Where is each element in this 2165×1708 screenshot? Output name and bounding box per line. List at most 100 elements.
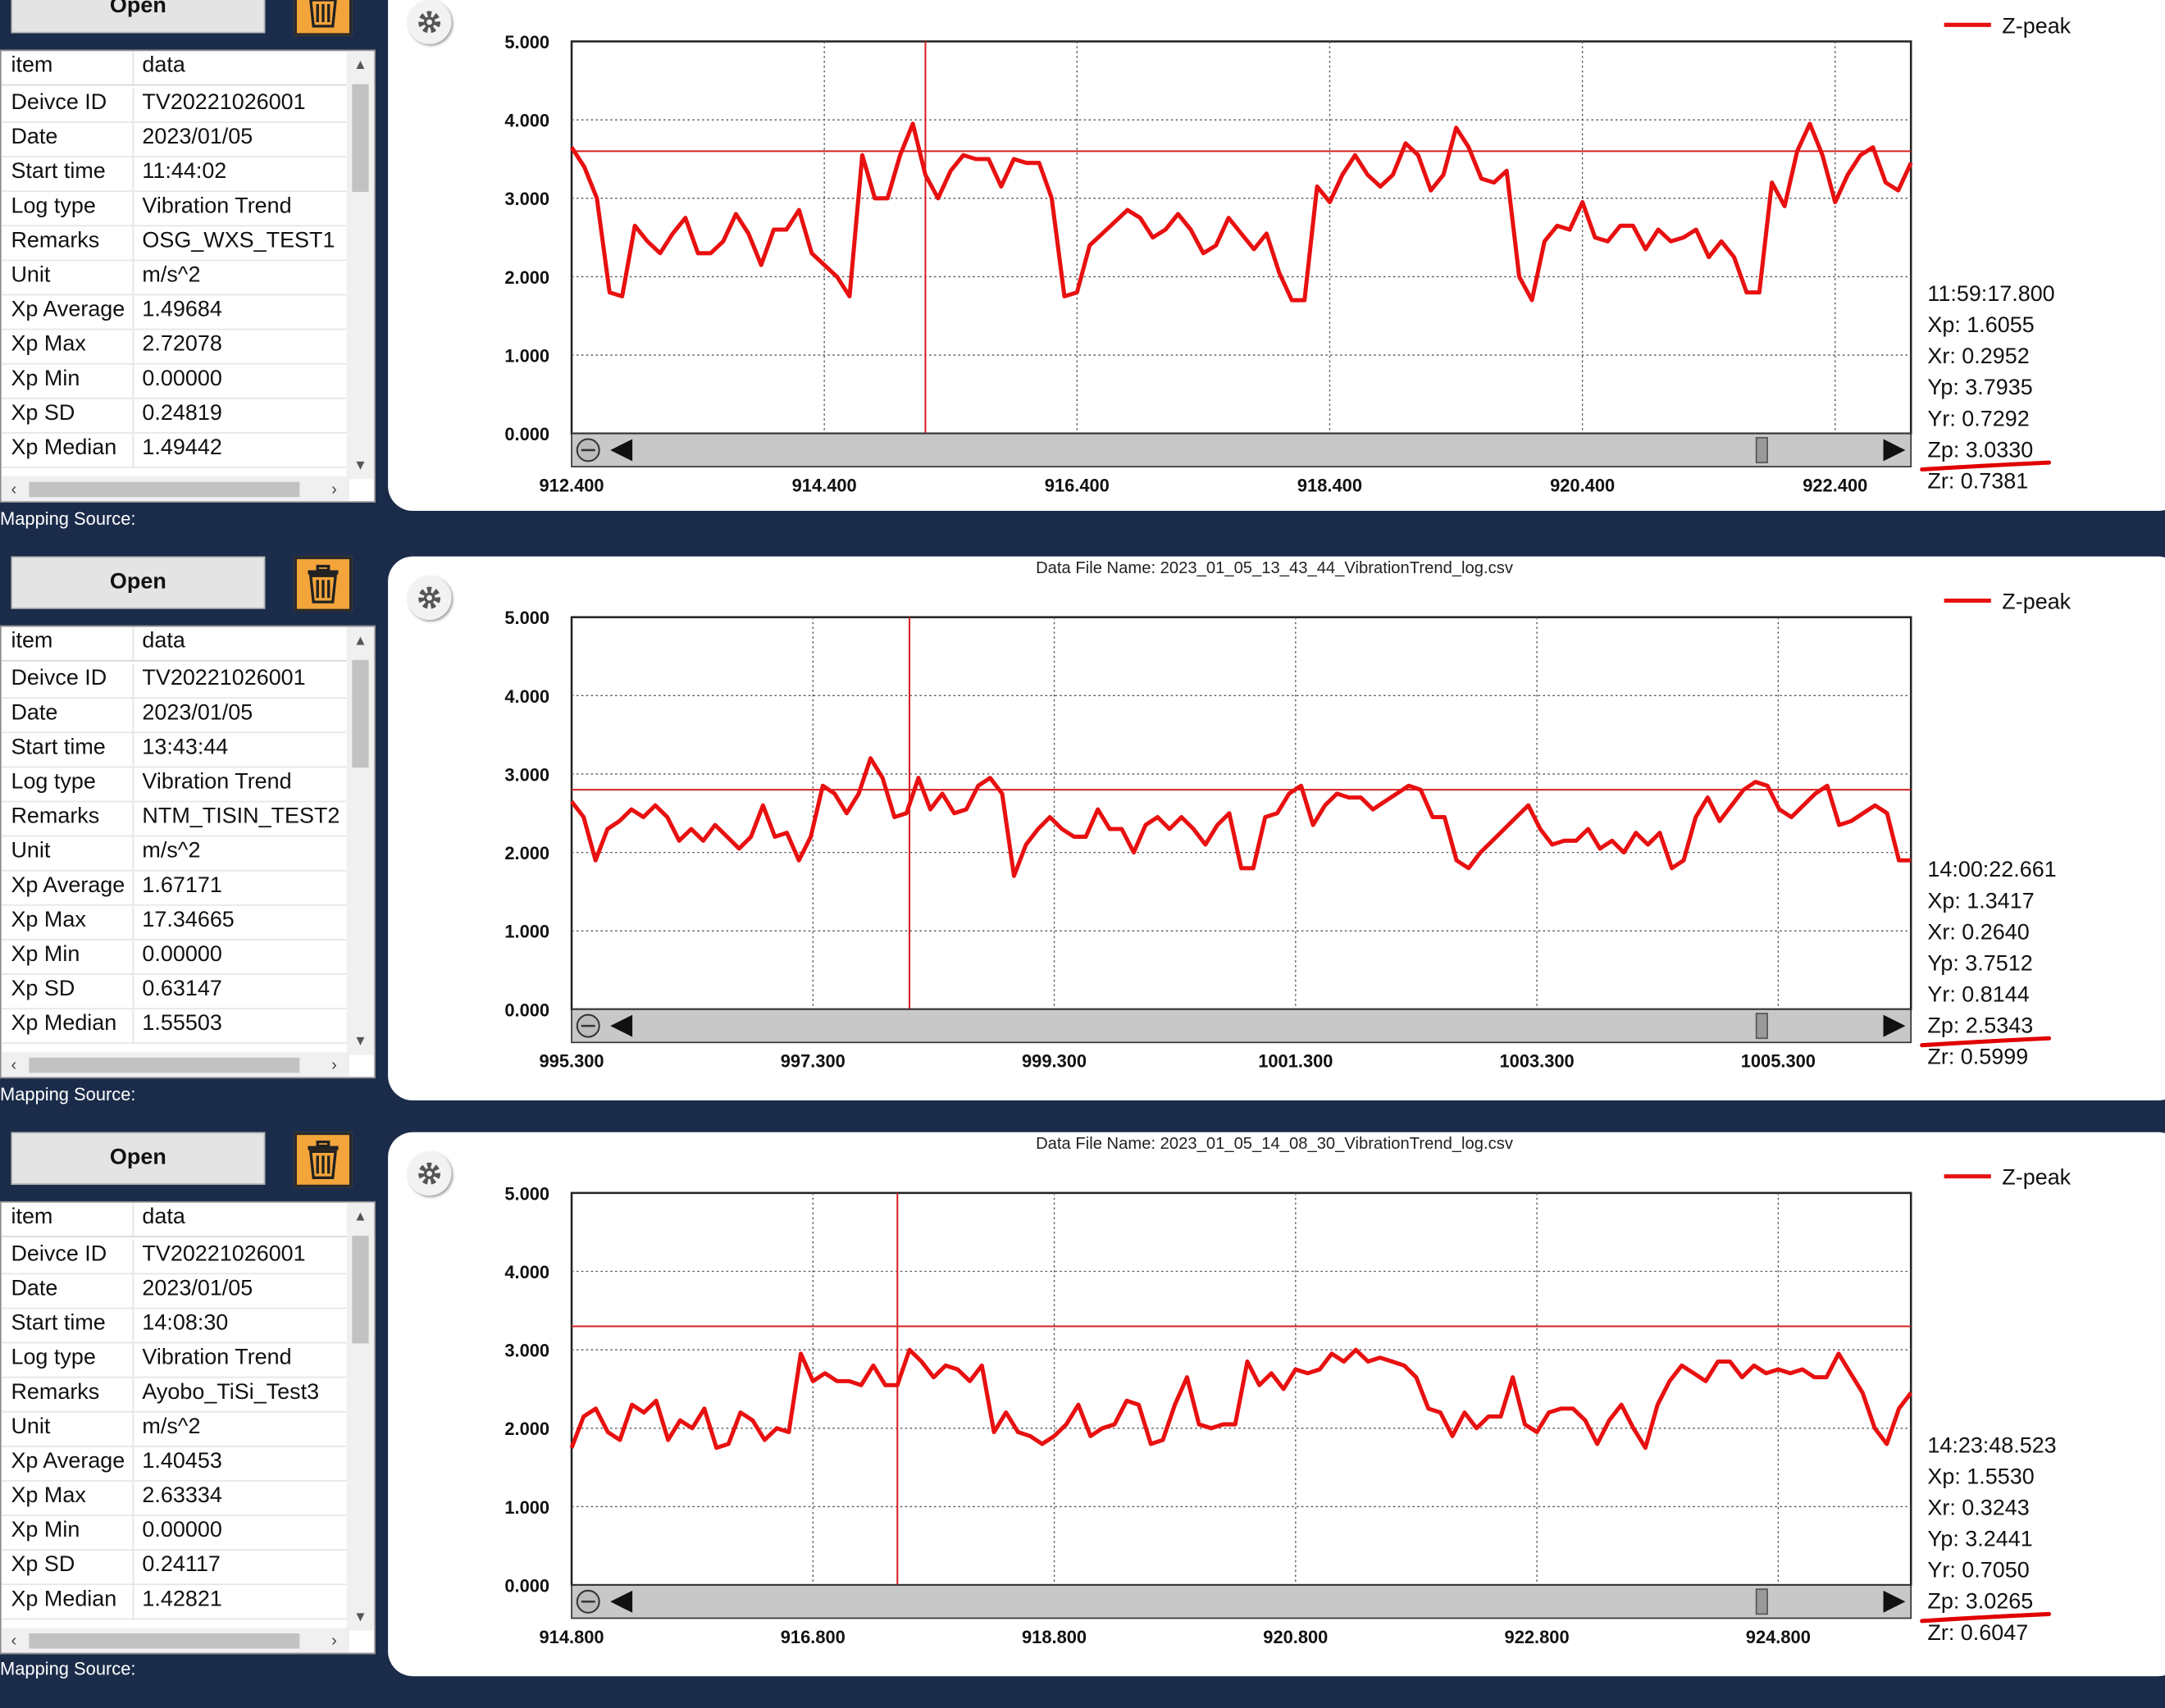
- scroll-right-icon[interactable]: ›: [331, 1630, 337, 1651]
- chart-scrollbar[interactable]: [571, 1009, 1912, 1044]
- table-row[interactable]: Xp Median 1.55503: [1, 1009, 349, 1045]
- delete-button[interactable]: [294, 0, 353, 36]
- scroll-right-icon[interactable]: ›: [331, 479, 337, 499]
- x-tick-label: 995.300: [540, 1051, 604, 1072]
- row-item: Xp Max: [11, 1484, 86, 1508]
- table-row[interactable]: Xp Average 1.67171: [1, 871, 349, 906]
- open-button[interactable]: Open: [11, 1132, 266, 1185]
- x-tick-label: 916.400: [1045, 475, 1110, 495]
- delete-button[interactable]: [294, 1132, 353, 1188]
- scroll-thumb[interactable]: [352, 659, 369, 768]
- row-item: Xp Median: [11, 1587, 117, 1612]
- scroll-left-icon[interactable]: ‹: [11, 479, 17, 499]
- table-row[interactable]: Remarks OSG_WXS_TEST1: [1, 226, 349, 262]
- open-button[interactable]: Open: [11, 0, 266, 34]
- scroll-right-icon[interactable]: [1883, 439, 1906, 462]
- table-row[interactable]: Xp Max 2.72078: [1, 330, 349, 365]
- horizontal-scrollbar[interactable]: ‹ ›: [1, 1052, 349, 1077]
- scroll-down-icon[interactable]: ▼: [353, 1033, 367, 1049]
- x-tick-label: 997.300: [781, 1051, 845, 1072]
- row-value: 13:43:44: [142, 736, 229, 760]
- table-row[interactable]: Xp Average 1.49684: [1, 295, 349, 330]
- row-value: 14:08:30: [142, 1311, 229, 1336]
- table-row[interactable]: Start time 14:08:30: [1, 1309, 349, 1344]
- scroll-handle[interactable]: [1755, 1013, 1768, 1040]
- chart-settings-button[interactable]: [407, 0, 452, 44]
- scroll-down-icon[interactable]: ▼: [353, 458, 367, 473]
- table-row[interactable]: Log type Vibration Trend: [1, 767, 349, 803]
- vertical-scrollbar[interactable]: ▲ ▼: [346, 626, 375, 1055]
- scroll-left-icon[interactable]: ‹: [11, 1054, 17, 1075]
- table-row[interactable]: Start time 13:43:44: [1, 733, 349, 768]
- row-value: 0.00000: [142, 1519, 222, 1542]
- scroll-right-icon[interactable]: [1883, 1590, 1906, 1613]
- log-section-2: Open item data Deivce ID TV20221026001 Date 2…: [0, 556, 2165, 1132]
- scroll-up-icon[interactable]: ▲: [353, 1209, 367, 1224]
- row-item: Remarks: [11, 229, 100, 253]
- vertical-scrollbar[interactable]: ▲ ▼: [346, 51, 375, 480]
- table-row[interactable]: Xp SD 0.63147: [1, 974, 349, 1009]
- table-row[interactable]: Xp Min 0.00000: [1, 364, 349, 399]
- table-row[interactable]: Remarks NTM_TISIN_TEST2: [1, 802, 349, 837]
- series-line-z-peak: [569, 1347, 1913, 1451]
- scroll-left-icon[interactable]: ‹: [11, 1630, 17, 1651]
- scroll-thumb[interactable]: [352, 84, 369, 193]
- delete-button[interactable]: [294, 556, 353, 612]
- table-row[interactable]: Deivce ID TV20221026001: [1, 663, 349, 699]
- table-row[interactable]: Xp Max 2.63334: [1, 1481, 349, 1516]
- table-row[interactable]: Deivce ID TV20221026001: [1, 88, 349, 123]
- table-row[interactable]: Xp SD 0.24819: [1, 399, 349, 434]
- chart-scrollbar[interactable]: [571, 432, 1912, 467]
- row-value: 1.49684: [142, 298, 222, 322]
- table-row[interactable]: Xp Median 1.42821: [1, 1585, 349, 1620]
- chart-settings-button[interactable]: [407, 1151, 452, 1196]
- table-row[interactable]: Start time 11:44:02: [1, 157, 349, 193]
- horizontal-scrollbar[interactable]: ‹ ›: [1, 1628, 349, 1653]
- open-button[interactable]: Open: [11, 556, 266, 609]
- scroll-right-icon[interactable]: [1883, 1014, 1906, 1037]
- scroll-handle[interactable]: [1755, 1588, 1768, 1615]
- scroll-left-icon[interactable]: [610, 439, 633, 462]
- table-row[interactable]: Unit m/s^2: [1, 836, 349, 872]
- row-item: Remarks: [11, 804, 100, 829]
- row-value: 1.55503: [142, 1012, 222, 1036]
- readout-line: Zp: 3.0265: [1927, 1589, 2033, 1614]
- table-row[interactable]: Date 2023/01/05: [1, 699, 349, 734]
- scroll-thumb[interactable]: [29, 1057, 300, 1073]
- series-line-z-peak: [570, 756, 1912, 878]
- table-row[interactable]: Xp Average 1.40453: [1, 1446, 349, 1482]
- table-row[interactable]: Xp Min 0.00000: [1, 940, 349, 975]
- table-row[interactable]: Date 2023/01/05: [1, 1274, 349, 1309]
- vertical-scrollbar[interactable]: ▲ ▼: [346, 1202, 375, 1631]
- table-row[interactable]: Log type Vibration Trend: [1, 1343, 349, 1378]
- table-row[interactable]: Xp SD 0.24117: [1, 1550, 349, 1586]
- table-row[interactable]: Xp Min 0.00000: [1, 1515, 349, 1551]
- scroll-down-icon[interactable]: ▼: [353, 1609, 367, 1625]
- table-row[interactable]: Date 2023/01/05: [1, 122, 349, 157]
- y-tick-label: 5.000: [504, 1183, 549, 1204]
- scroll-thumb[interactable]: [29, 1633, 300, 1649]
- table-row[interactable]: Xp Median 1.49442: [1, 433, 349, 468]
- scroll-left-icon[interactable]: [610, 1014, 633, 1037]
- scroll-up-icon[interactable]: ▲: [353, 57, 367, 73]
- scroll-thumb[interactable]: [29, 481, 300, 498]
- table-row[interactable]: Unit m/s^2: [1, 261, 349, 296]
- table-row[interactable]: Remarks Ayobo_TiSi_Test3: [1, 1378, 349, 1413]
- y-tick-label: 5.000: [504, 32, 549, 52]
- scroll-thumb[interactable]: [352, 1236, 369, 1344]
- chart-scrollbar[interactable]: [571, 1584, 1912, 1619]
- plot-area: [570, 616, 1912, 1011]
- legend-label: Z-peak: [2002, 13, 2071, 38]
- scroll-right-icon[interactable]: ›: [331, 1054, 337, 1075]
- scroll-up-icon[interactable]: ▲: [353, 633, 367, 649]
- chart-settings-button[interactable]: [407, 576, 452, 621]
- table-row[interactable]: Unit m/s^2: [1, 1412, 349, 1447]
- table-row[interactable]: Log type Vibration Trend: [1, 192, 349, 227]
- table-row[interactable]: Deivce ID TV20221026001: [1, 1240, 349, 1275]
- horizontal-scrollbar[interactable]: ‹ ›: [1, 476, 349, 502]
- scroll-handle[interactable]: [1755, 436, 1768, 463]
- data-file-name: Data File Name: 2023_01_05_14_08_30_Vibr…: [1036, 1133, 1513, 1154]
- table-row[interactable]: Xp Max 17.34665: [1, 905, 349, 941]
- scroll-left-icon[interactable]: [610, 1590, 633, 1613]
- row-item: Date: [11, 1277, 58, 1301]
